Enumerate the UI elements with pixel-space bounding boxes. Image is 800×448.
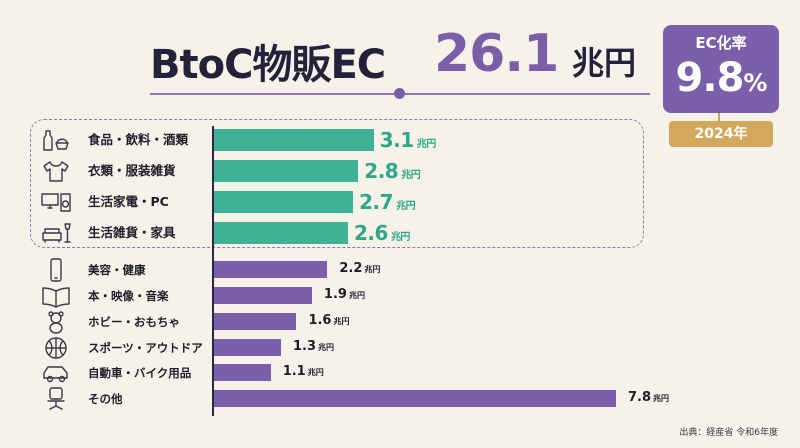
smartphone-icon: [40, 257, 72, 283]
title-main: BtoC物販EC: [150, 42, 386, 88]
category-label: 衣類・服装雑貨: [88, 163, 176, 178]
data-label: 7.8 兆円: [628, 390, 669, 405]
category-label: ホビー・おもちゃ: [88, 314, 180, 329]
data-label-value: 1.3: [293, 339, 317, 354]
data-label-value: 2.7: [359, 190, 394, 214]
category-label: 生活家電・PC: [88, 194, 169, 209]
sofa-and-lamp-icon: [40, 220, 72, 246]
title-unit: 兆円: [572, 44, 637, 82]
data-label-value: 1.9: [323, 287, 347, 302]
category-label: 自動車・バイク用品: [88, 365, 192, 380]
data-label-unit: 兆円: [318, 343, 335, 352]
category-label: 生活雑貨・家具: [88, 225, 176, 240]
data-label: 1.6 兆円: [308, 313, 349, 328]
bar: [214, 287, 312, 304]
ec-rate-card: EC化率 9.8%: [663, 25, 779, 113]
highlight-group-box: [30, 119, 644, 248]
teddy-bear-icon: [40, 309, 72, 335]
title-total-value: 26.1: [434, 24, 559, 84]
office-chair-icon: [40, 386, 72, 412]
data-label-unit: 兆円: [653, 394, 670, 403]
data-label-unit: 兆円: [348, 291, 365, 300]
ec-rate-unit: %: [743, 69, 767, 97]
chart-title: BtoC物販EC 26.1 兆円: [0, 20, 800, 90]
data-label-unit: 兆円: [333, 317, 350, 326]
data-label-unit: 兆円: [396, 201, 416, 212]
category-label: その他: [88, 391, 123, 406]
ec-rate-value-wrap: 9.8%: [663, 55, 779, 101]
data-label-value: 1.1: [282, 364, 306, 379]
bar: [214, 160, 359, 182]
category-label: 食品・飲料・酒類: [88, 132, 189, 147]
data-label: 1.1 兆円: [283, 364, 324, 379]
badge-connector: [718, 113, 720, 121]
data-label: 1.3 兆円: [293, 339, 334, 354]
tshirt-icon: [40, 158, 72, 184]
bottle-and-bowl-icon: [40, 127, 72, 153]
bar: [214, 129, 374, 151]
year-badge: 2024年: [669, 121, 773, 147]
data-label: 2.6 兆円: [354, 221, 410, 245]
source-note: 出典：経産省 令和6年度: [679, 428, 778, 438]
data-label-value: 2.6: [354, 221, 388, 245]
open-book-icon: [40, 283, 72, 309]
bar: [214, 339, 281, 356]
ec-rate-value: 9.8: [675, 55, 745, 101]
data-label-value: 2.8: [364, 159, 399, 183]
category-label: 美容・健康: [88, 262, 146, 277]
car-icon: [40, 360, 72, 386]
data-label: 2.7 兆円: [359, 190, 415, 214]
data-label-unit: 兆円: [416, 139, 437, 150]
ec-rate-label: EC化率: [695, 34, 747, 52]
basketball-icon: [40, 335, 72, 361]
bar: [214, 191, 354, 213]
data-label: 2.2 兆円: [339, 261, 380, 276]
bar: [214, 390, 616, 407]
data-label: 2.8 兆円: [364, 159, 420, 183]
chart-axis: [212, 126, 214, 416]
data-label-unit: 兆円: [364, 265, 381, 274]
data-label-value: 2.2: [339, 261, 363, 276]
data-label-value: 7.8: [628, 390, 652, 405]
data-label: 3.1 兆円: [380, 128, 436, 152]
category-label: 本・映像・音楽: [88, 288, 169, 303]
data-label-unit: 兆円: [390, 232, 411, 243]
computer-and-washer-icon: [40, 189, 72, 215]
bar: [214, 364, 271, 381]
bar: [214, 261, 328, 278]
data-label: 1.9 兆円: [324, 287, 365, 302]
data-label-value: 3.1: [379, 128, 414, 152]
category-label: スポーツ・アウトドア: [88, 340, 203, 355]
title-divider-dot: [394, 88, 405, 99]
data-label-unit: 兆円: [401, 170, 421, 181]
bar: [214, 222, 348, 244]
data-label-unit: 兆円: [307, 368, 324, 377]
data-label-value: 1.6: [308, 313, 332, 328]
bar: [214, 313, 297, 330]
